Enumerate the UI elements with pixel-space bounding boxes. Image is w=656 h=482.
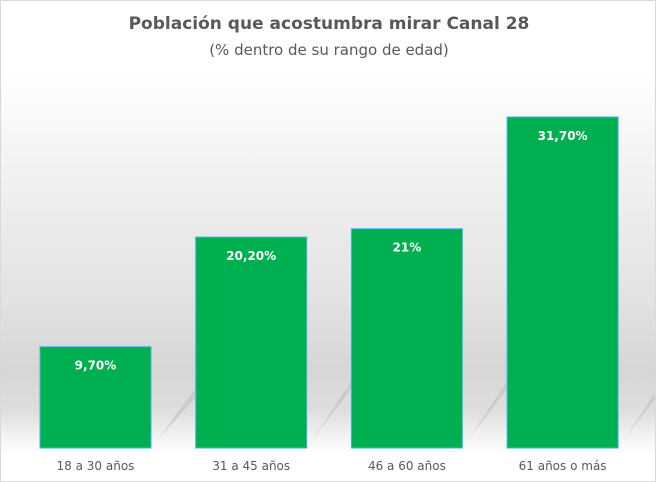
data-label-2: 20,20% (226, 249, 276, 263)
bar-1 (39, 346, 152, 449)
x-tick-label-3: 46 a 60 años (368, 459, 446, 473)
chart-subtitle: (% dentro de su rango de edad) (209, 41, 449, 59)
bar-shadow (151, 388, 196, 448)
chart-title: Población que acostumbra mirar Canal 28 (128, 14, 530, 34)
data-label-1: 9,70% (75, 359, 117, 373)
bar-shadow (618, 393, 655, 448)
bar-4 (506, 116, 619, 449)
x-tick-label-1: 18 a 30 años (57, 459, 135, 473)
bar-2 (195, 236, 308, 449)
x-tick-label-4: 61 años o más (519, 459, 607, 473)
bar-shadow (462, 381, 508, 448)
bar-3 (350, 228, 463, 449)
x-tick-label-2: 31 a 45 años (212, 459, 290, 473)
data-label-4: 31,70% (538, 129, 588, 143)
data-label-3: 21% (393, 241, 422, 255)
bar-shadow (306, 381, 352, 448)
